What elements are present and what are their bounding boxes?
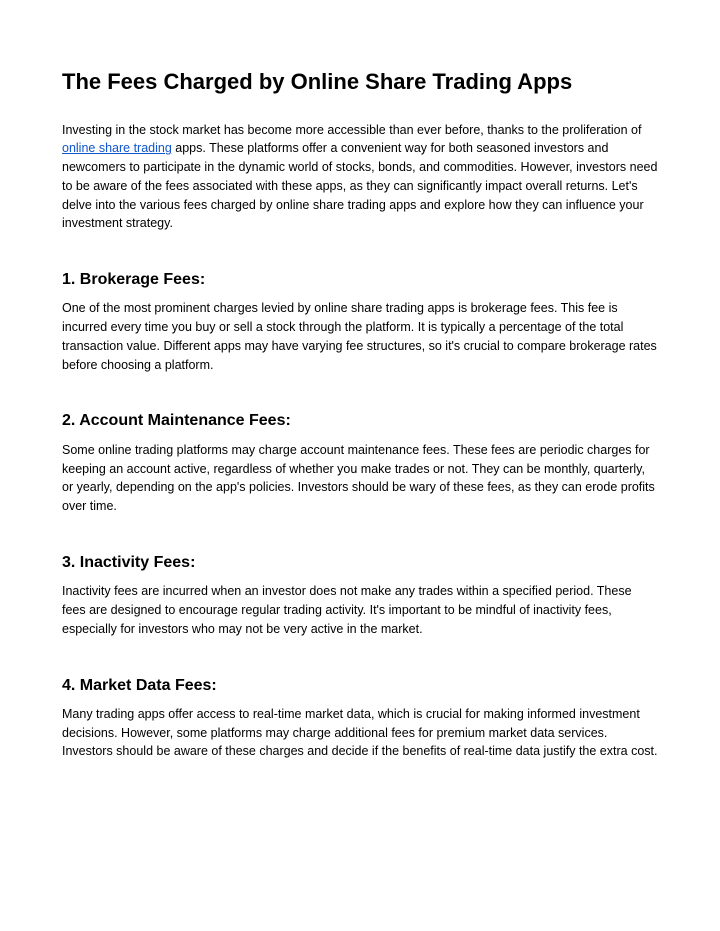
section-heading-1: 1. Brokerage Fees: [62, 269, 658, 291]
section-body-1: One of the most prominent charges levied… [62, 299, 658, 374]
section-body-2: Some online trading platforms may charge… [62, 441, 658, 516]
section-body-3: Inactivity fees are incurred when an inv… [62, 582, 658, 638]
section-body-4: Many trading apps offer access to real-t… [62, 705, 658, 761]
section-heading-4: 4. Market Data Fees: [62, 675, 658, 697]
intro-text-before: Investing in the stock market has become… [62, 123, 641, 137]
section-heading-3: 3. Inactivity Fees: [62, 552, 658, 574]
intro-paragraph: Investing in the stock market has become… [62, 121, 658, 234]
online-share-trading-link[interactable]: online share trading [62, 141, 172, 155]
section-heading-2: 2. Account Maintenance Fees: [62, 410, 658, 432]
page-title: The Fees Charged by Online Share Trading… [62, 68, 658, 97]
